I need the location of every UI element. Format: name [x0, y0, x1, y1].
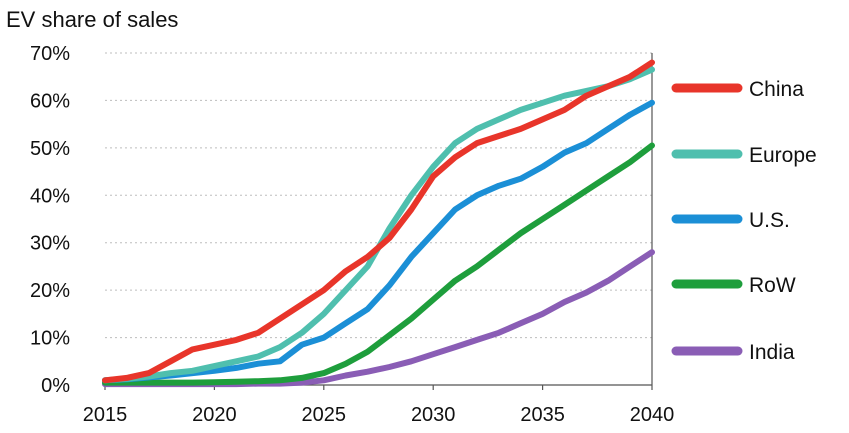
legend-label-row: RoW: [749, 274, 796, 297]
x-tick-label: 2040: [630, 404, 675, 426]
series-lines: [102, 59, 655, 388]
legend-label-u-s: U.S.: [749, 209, 790, 232]
y-tick-label: 40%: [30, 185, 70, 207]
y-tick-label: 50%: [30, 138, 70, 160]
y-tick-label: 70%: [30, 43, 70, 65]
legend-label-europe: Europe: [749, 144, 817, 167]
series-line-europe: [102, 66, 655, 384]
legend-label-china: China: [749, 78, 804, 101]
y-tick-label: 60%: [30, 90, 70, 112]
y-tick-label: 30%: [30, 233, 70, 255]
x-tick-label: 2025: [302, 404, 347, 426]
y-tick-label: 0%: [41, 375, 70, 397]
x-axis-tick-labels: 2015 2020 2025 2030 2035 2040: [83, 404, 675, 426]
x-tick-label: 2015: [83, 404, 128, 426]
series-line-row: [102, 142, 655, 386]
y-tick-label: 20%: [30, 280, 70, 302]
series-line-india: [102, 249, 655, 388]
x-tick-label: 2035: [520, 404, 565, 426]
chart-title: EV share of sales: [6, 7, 178, 32]
series-line-china: [102, 59, 655, 384]
x-tick-label: 2020: [192, 404, 237, 426]
gridlines: [105, 52, 652, 339]
y-axis-tick-labels: 0% 10% 20% 30% 40% 50% 60% 70%: [30, 43, 70, 397]
legend: China Europe U.S. RoW India: [671, 78, 817, 364]
y-tick-label: 10%: [30, 328, 70, 350]
legend-label-india: India: [749, 341, 795, 364]
x-tick-label: 2030: [411, 404, 456, 426]
